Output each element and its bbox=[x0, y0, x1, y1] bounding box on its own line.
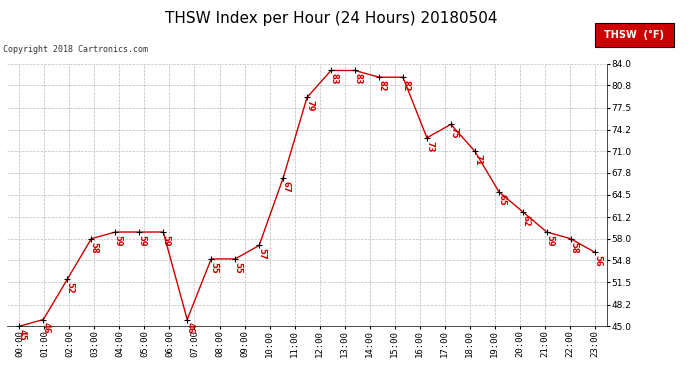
Text: 45: 45 bbox=[18, 329, 27, 341]
Text: 82: 82 bbox=[377, 80, 386, 92]
Text: 67: 67 bbox=[282, 181, 290, 193]
Text: 46: 46 bbox=[186, 322, 195, 334]
Text: 58: 58 bbox=[90, 242, 99, 253]
Text: 59: 59 bbox=[114, 235, 123, 246]
Text: 83: 83 bbox=[353, 73, 362, 85]
Text: 55: 55 bbox=[233, 262, 242, 273]
Text: 83: 83 bbox=[329, 73, 338, 85]
Text: 59: 59 bbox=[161, 235, 170, 246]
Text: 59: 59 bbox=[137, 235, 146, 246]
Text: 82: 82 bbox=[401, 80, 411, 92]
Text: 71: 71 bbox=[473, 154, 482, 166]
Text: 62: 62 bbox=[521, 214, 530, 226]
Text: 58: 58 bbox=[569, 242, 578, 253]
Text: 56: 56 bbox=[593, 255, 602, 267]
Text: THSW Index per Hour (24 Hours) 20180504: THSW Index per Hour (24 Hours) 20180504 bbox=[165, 11, 497, 26]
Text: THSW  (°F): THSW (°F) bbox=[604, 30, 664, 40]
Text: 55: 55 bbox=[210, 262, 219, 273]
Text: 46: 46 bbox=[41, 322, 50, 334]
Text: 59: 59 bbox=[545, 235, 554, 246]
Text: 79: 79 bbox=[306, 100, 315, 112]
Text: 52: 52 bbox=[66, 282, 75, 294]
Text: 57: 57 bbox=[257, 248, 266, 260]
Text: Copyright 2018 Cartronics.com: Copyright 2018 Cartronics.com bbox=[3, 45, 148, 54]
Text: 65: 65 bbox=[497, 194, 506, 206]
Text: 75: 75 bbox=[449, 127, 458, 139]
Text: 73: 73 bbox=[425, 141, 434, 152]
